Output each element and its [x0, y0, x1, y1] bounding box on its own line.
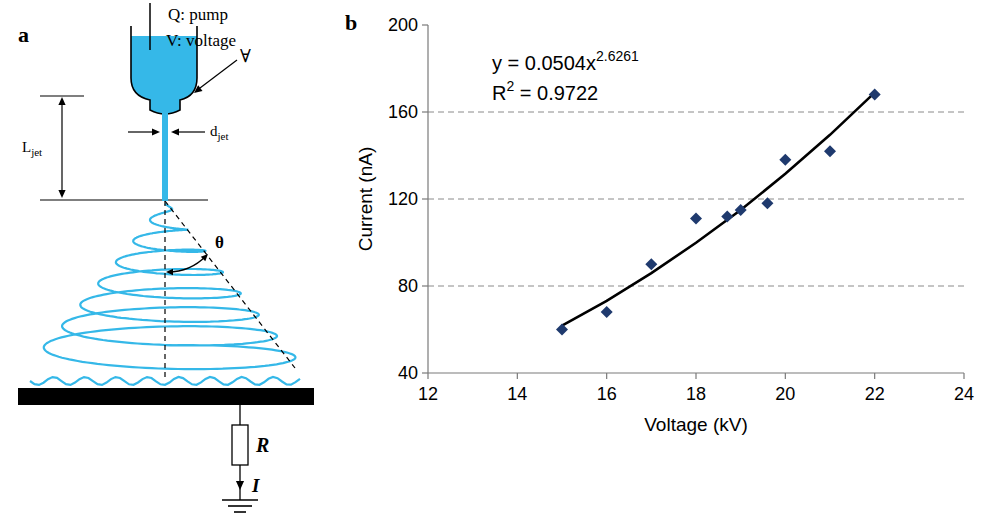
data-point [761, 197, 773, 209]
jet-end-line [40, 199, 208, 200]
r-squared-value: = 0.9722 [514, 82, 598, 104]
angle-arc [168, 256, 206, 272]
y-tick-label: 80 [398, 276, 418, 296]
grid-line [428, 199, 964, 200]
collector [18, 388, 314, 405]
y-tick-label: 200 [388, 15, 418, 35]
angle-arc-head [166, 269, 173, 275]
data-point [824, 145, 836, 157]
y-tick [422, 285, 428, 286]
y-axis-title: Current (nA) [355, 147, 376, 252]
x-tick [606, 373, 607, 379]
angle-label: θ [215, 233, 224, 252]
whipping-spiral [44, 203, 296, 369]
jet-length-label: Ljet [22, 139, 42, 158]
data-point [721, 210, 733, 222]
jet-diameter-sub: jet [217, 130, 229, 142]
resistor [232, 425, 248, 465]
cone-dashed [165, 201, 295, 368]
x-tick-label: 20 [775, 384, 795, 404]
jet-diameter-label: djet [210, 123, 229, 142]
deposited-fiber [30, 377, 300, 385]
x-tick [874, 373, 875, 379]
x-tick-label: 14 [507, 384, 527, 404]
ground [234, 511, 246, 513]
jet-length-arrow [58, 97, 65, 105]
data-point [779, 154, 791, 166]
pump-label: Q: pump [168, 5, 228, 24]
y-tick [422, 24, 428, 25]
panel-b: b 40 80 120 160 200 12 14 16 18 20 22 24 Voltage (kV)… [345, 10, 974, 435]
ground [228, 505, 252, 507]
x-tick [963, 373, 964, 379]
y-tick [422, 372, 428, 373]
jet-diameter-arrow [177, 131, 205, 132]
jet-diameter-head [171, 128, 179, 135]
data-point [601, 306, 613, 318]
panel-letter: b [345, 10, 357, 35]
wire [239, 405, 240, 425]
plot-marks [556, 89, 881, 336]
data-point [690, 213, 702, 225]
volume-symbol: ∀ [240, 46, 251, 66]
angle-arc-head [201, 254, 208, 261]
symbol-pointer-head [194, 85, 203, 93]
panel-letter: a [18, 22, 29, 47]
grid-line [428, 112, 964, 113]
jet-diameter-arrow [128, 131, 154, 132]
jet-length-arrow [58, 190, 65, 198]
grid-line [428, 286, 964, 287]
r-squared-exponent: 2 [506, 78, 514, 94]
angle-label-patch [214, 232, 228, 252]
jet-diameter-head [152, 128, 160, 135]
jet-length-tick [40, 95, 84, 96]
y-tick [422, 198, 428, 199]
jet-length-sub: jet [30, 146, 42, 158]
x-tick-label: 16 [597, 384, 617, 404]
jet-length-line [61, 103, 62, 192]
y-tick [422, 111, 428, 112]
x-tick-label: 18 [686, 384, 706, 404]
x-tick-label: 22 [865, 384, 885, 404]
symbol-pointer [200, 60, 237, 88]
ground [222, 499, 258, 501]
data-point [645, 258, 657, 270]
x-axis-title: Voltage (kV) [644, 414, 748, 435]
pump-arrow [149, 3, 151, 40]
fit-equation: y = 0.0504x2.6261 [492, 48, 639, 74]
current-label: I [251, 475, 260, 496]
data-point [735, 204, 747, 216]
current-arrow [236, 481, 244, 490]
panel-a: a Q: pump V: voltage∀ Ljet djet θ RI [18, 3, 314, 512]
trend-line [562, 93, 875, 326]
axis-dashed [164, 201, 165, 378]
y-tick-label: 40 [398, 363, 418, 383]
x-tick [695, 373, 696, 379]
x-tick-label: 12 [418, 384, 438, 404]
pump-arrow-inner [149, 36, 151, 50]
x-tick-label: 24 [954, 384, 974, 404]
data-point [869, 89, 881, 101]
jet [162, 112, 168, 201]
figure: a Q: pump V: voltage∀ Ljet djet θ RIb 40 80 120 16… [0, 0, 982, 519]
data-point [556, 324, 568, 336]
x-tick [517, 373, 518, 379]
voltage-label: V: voltage [166, 31, 236, 50]
r-squared: R2 = 0.9722 [492, 78, 598, 104]
resistor-label: R [255, 434, 269, 456]
y-tick-label: 160 [388, 102, 418, 122]
y-tick-label: 120 [388, 189, 418, 209]
x-tick [427, 373, 428, 379]
fit-exponent: 2.6261 [596, 48, 639, 64]
x-tick [785, 373, 786, 379]
